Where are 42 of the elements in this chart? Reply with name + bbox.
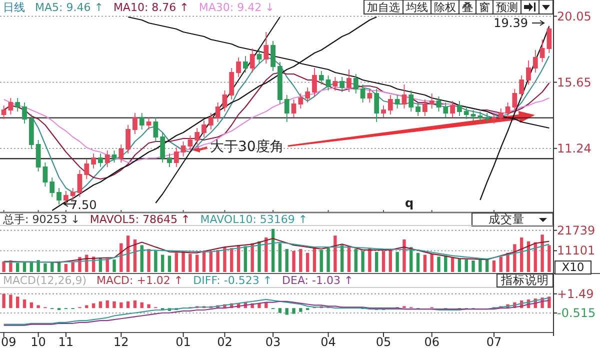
series-label: MACD: +1.02 ↑	[96, 274, 184, 287]
annotation: 加自选	[367, 1, 400, 14]
y-tick-label: 11101	[557, 244, 596, 258]
chart-title: 日线	[3, 1, 25, 14]
annotation: 成交量	[488, 212, 524, 226]
y-tick-label: 21739	[557, 223, 596, 238]
x-tick-label: 06	[424, 335, 440, 348]
text: MA5: 9.46 ↑	[35, 1, 104, 14]
x-tick-label: 01	[176, 335, 191, 348]
x-tick-label: 09	[1, 335, 16, 348]
text: X10	[562, 260, 584, 274]
annotation: q	[405, 196, 414, 210]
y-tick-label: 20.05	[557, 9, 592, 24]
text: 总手: 90253 ↓	[2, 213, 80, 226]
y-tick-label: 15.65	[557, 75, 592, 90]
annotation: 窗	[479, 1, 490, 14]
text: MA30: 9.42 ↓	[198, 1, 274, 14]
x-tick-label: 03	[265, 335, 281, 348]
x-tick-label: 07	[486, 335, 502, 348]
series-label: DIFF: -0.523 ↑	[193, 274, 272, 287]
chart-title: MACD(12,26,9)	[3, 274, 87, 287]
x-tick-label: 04	[320, 335, 336, 348]
y-tick-label: +1.49	[557, 286, 594, 301]
annotation: 大于30度角	[210, 139, 284, 155]
y-tick-label: -0.515	[557, 306, 596, 320]
annotation: 预测	[496, 1, 518, 14]
annotation: 叠	[462, 1, 473, 14]
x-tick-label: 02	[217, 335, 232, 348]
text: MA10: 8.76 ↑	[113, 1, 189, 14]
series-label: DEA: -1.03 ↑	[282, 274, 354, 287]
annotation: 均线	[405, 1, 428, 14]
x-tick-label: 10	[30, 335, 46, 348]
annotation: 19.39	[494, 16, 528, 30]
series-label: MAVOL10: 53169 ↑	[200, 213, 308, 226]
x-tick-label: 11	[58, 335, 74, 348]
text: 指标说明	[500, 273, 549, 287]
y-tick-label: 11.24	[557, 141, 592, 156]
x-tick-label: 12	[114, 335, 129, 348]
text: MAVOL5: 78645 ↑	[90, 213, 190, 226]
x-tick-label: 05	[376, 335, 392, 348]
annotation: 7.50	[70, 198, 97, 212]
annotation: 除权	[434, 1, 456, 14]
